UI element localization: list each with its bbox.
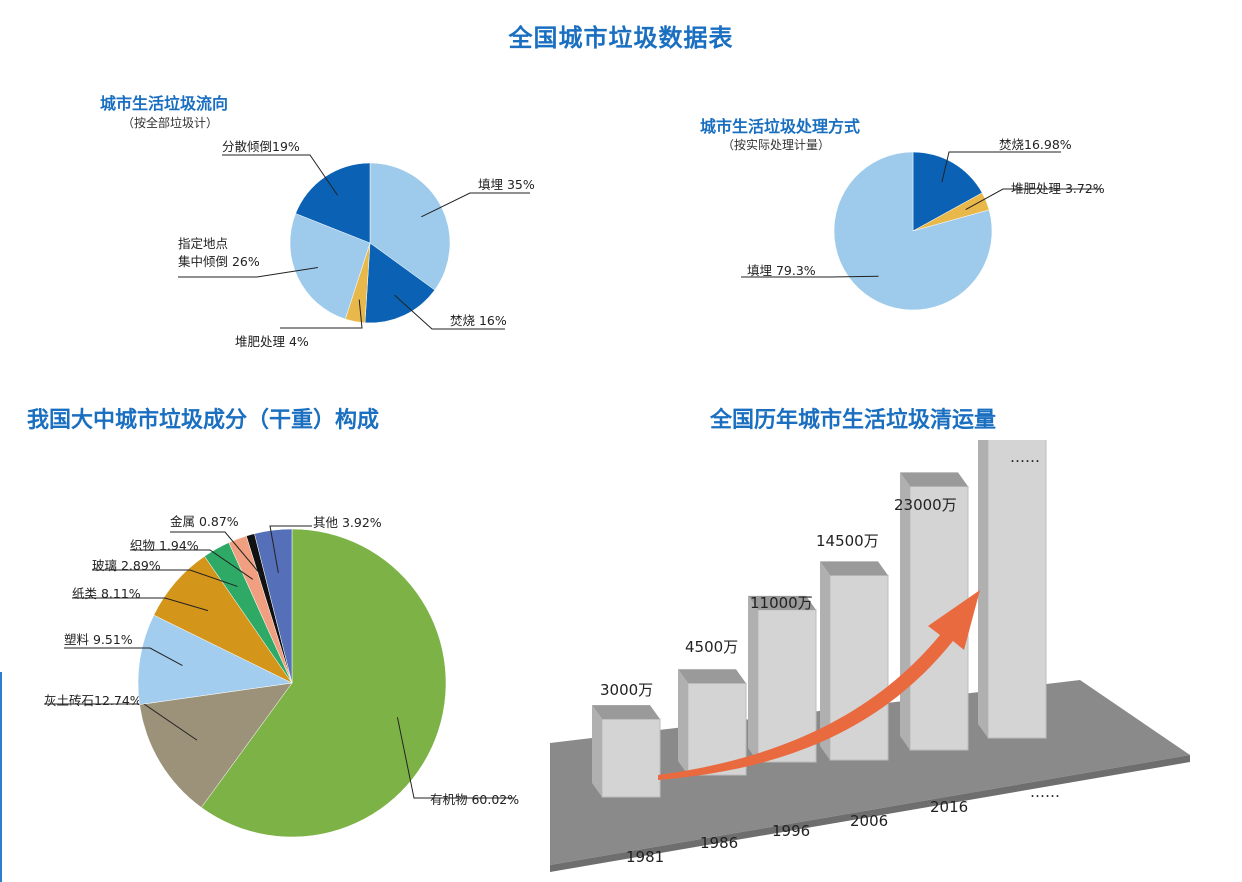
chart2-subtitle: （按实际处理计量）: [722, 138, 831, 152]
chart3-label-7: 其他 3.92%: [313, 515, 382, 530]
chart4-year-label-4: 2016: [930, 798, 968, 816]
chart3-slice-0: [200, 528, 447, 838]
chart3-label-4: 玻璃 2.89%: [92, 558, 161, 573]
chart4-value-label-4: 23000万: [894, 496, 957, 514]
chart4-trend-arrow: [658, 590, 980, 780]
chart1-slice-3: [289, 213, 371, 320]
chart3-slice-2: [137, 614, 293, 705]
chart2-slice-0: [912, 151, 983, 232]
chart4-bar-0: [601, 718, 661, 798]
chart3-leader-7: [269, 525, 312, 574]
chart3-leader-6: [170, 531, 263, 577]
chart2-title: 城市生活垃圾处理方式: [700, 117, 861, 136]
chart1-label-2: 堆肥处理 4%: [235, 334, 309, 349]
chart4-year-label-2: 1996: [772, 822, 810, 840]
chart2-leader-2: [741, 275, 879, 278]
chart3-pie: 有机物 60.02% 灰土砖石12.74% 塑料 9.51% 纸类 8.11% 玻璃 2…: [44, 514, 519, 838]
chart4-bar-top-0: [592, 705, 660, 720]
chart4-year-label-5: ……: [1030, 783, 1060, 801]
chart2-slice-2: [833, 151, 993, 311]
chart1-label-3: 指定地点: [178, 236, 228, 251]
chart4-bar-side-2: [748, 595, 758, 762]
chart1-label-0: 填埋 35%: [478, 177, 535, 192]
chart4-bar-top-3: [820, 561, 888, 576]
chart3-label-6: 金属 0.87%: [170, 514, 239, 529]
chart4-value-label-5: ……: [1010, 448, 1040, 466]
chart4-bar-side-1: [678, 669, 688, 775]
chart3-leader-3: [72, 597, 209, 612]
page-title: 全国城市垃圾数据表: [508, 24, 734, 52]
chart4-year-label-1: 1986: [700, 834, 738, 852]
chart2-label-0: 焚烧16.98%: [999, 137, 1072, 152]
chart4-bar-side-5: [978, 440, 988, 738]
chart1-title: 城市生活垃圾流向: [100, 94, 229, 113]
chart3-label-3: 纸类 8.11%: [72, 586, 141, 601]
chart4-bars: 3000万 1981 4500万 1986 11000万 1996 14500万 2006 23…: [550, 440, 1190, 872]
chart4-floor-edge: [550, 755, 1190, 872]
chart1-label-3: 集中倾倒 26%: [178, 254, 260, 269]
chart1-slice-1: [364, 242, 436, 324]
chart4-bar-5: [987, 440, 1047, 739]
chart2-leader-0: [941, 151, 1061, 183]
chart4-year-label-0: 1981: [626, 848, 664, 866]
chart3-leader-5: [130, 549, 254, 580]
chart4-value-label-1: 4500万: [685, 638, 738, 656]
chart1-leader-4: [222, 154, 339, 196]
chart4-bar-side-4: [900, 472, 910, 750]
chart4-value-label-2: 11000万: [750, 594, 813, 612]
chart3-label-0: 有机物 60.02%: [430, 792, 519, 807]
chart3-label-1: 灰土砖石12.74%: [44, 693, 142, 708]
chart3-leader-0: [396, 717, 514, 799]
chart1-subtitle: （按全部垃圾计）: [122, 116, 219, 130]
chart3-leader-2: [64, 647, 183, 666]
chart4-bar-side-3: [820, 561, 830, 760]
chart2-label-2: 填埋 79.3%: [747, 263, 816, 278]
chart2-label-1: 堆肥处理 3.72%: [1011, 181, 1105, 196]
chart4-title: 全国历年城市生活垃圾清运量: [710, 408, 997, 433]
left-edge-line: [0, 672, 2, 882]
chart4-year-label-3: 2006: [850, 812, 888, 830]
chart3-leader-4: [92, 569, 238, 587]
chart1-leader-0: [421, 192, 530, 218]
chart4-bar-top-4: [900, 472, 968, 487]
chart3-slice-1: [139, 682, 293, 808]
chart1-leader-3: [178, 267, 318, 278]
chart4-bar-top-1: [678, 669, 746, 684]
chart4-bar-side-0: [592, 705, 602, 797]
chart2-pie: 焚烧16.98% 堆肥处理 3.72% 填埋 79.3%: [741, 137, 1105, 311]
chart1-leader-1: [394, 294, 505, 330]
chart3-label-5: 织物 1.94%: [130, 538, 199, 553]
chart1-leader-2: [280, 299, 363, 329]
chart3-slice-7: [254, 528, 293, 684]
chart2-leader-1: [965, 188, 1101, 210]
chart1-label-4: 分散倾倒19%: [222, 139, 300, 154]
chart3-label-2: 塑料 9.51%: [64, 632, 133, 647]
chart3-title: 我国大中城市垃圾成分（干重）构成: [27, 408, 380, 433]
chart4-value-label-3: 14500万: [816, 532, 879, 550]
chart4-bar-top-2: [748, 595, 816, 610]
chart1-label-1: 焚烧 16%: [450, 313, 507, 328]
chart4-value-label-0: 3000万: [600, 681, 653, 699]
